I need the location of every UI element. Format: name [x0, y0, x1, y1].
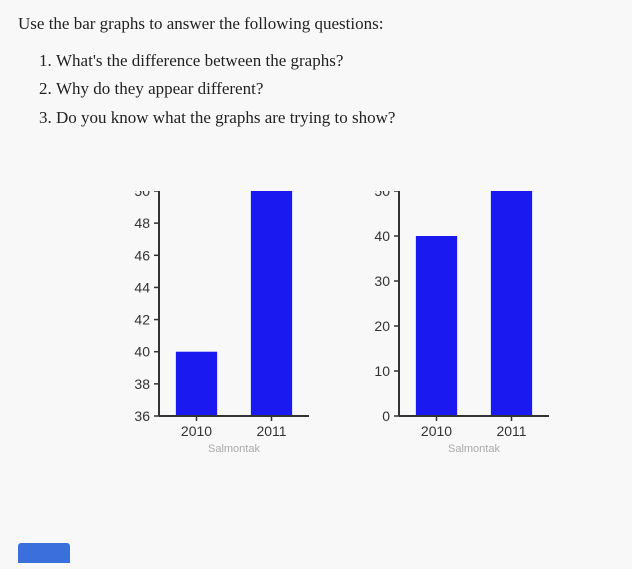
- y-tick-label: 10: [374, 363, 390, 379]
- y-tick-label: 48: [134, 215, 150, 231]
- x-tick-label: 2010: [421, 423, 452, 439]
- question-item: What's the difference between the graphs…: [56, 48, 614, 74]
- bar-chart-left: 36 38 40 42 44 46 48 50 2010 2011 Salmontak: [123, 191, 309, 458]
- bar: [416, 236, 457, 416]
- question-item: Why do they appear different?: [56, 76, 614, 102]
- y-tick-label: 40: [374, 228, 390, 244]
- x-tick-label: 2010: [181, 423, 212, 439]
- y-tick-label: 50: [134, 191, 150, 199]
- y-tick-label: 50: [374, 191, 390, 199]
- y-tick-label: 0: [382, 408, 390, 424]
- y-tick-label: 46: [134, 247, 150, 263]
- bar-chart-right: 0 10 20 30 40 50 2010 2011 Salmontak: [363, 191, 549, 458]
- question-item: Do you know what the graphs are trying t…: [56, 105, 614, 131]
- y-tick-label: 36: [134, 408, 150, 424]
- question-list: What's the difference between the graphs…: [56, 48, 614, 131]
- y-tick-label: 44: [134, 279, 150, 295]
- x-tick-label: 2011: [256, 423, 286, 439]
- bar: [491, 191, 532, 416]
- charts-container: 36 38 40 42 44 46 48 50 2010 2011 Salmontak 0 10 20 3…: [18, 191, 614, 458]
- y-tick-label: 38: [134, 376, 150, 392]
- y-tick-label: 20: [374, 318, 390, 334]
- chart-caption: Salmontak: [448, 443, 500, 455]
- y-tick-label: 40: [134, 344, 150, 360]
- bar: [251, 191, 292, 416]
- bar: [176, 352, 217, 416]
- y-tick-label: 42: [134, 312, 150, 328]
- x-tick-label: 2011: [496, 423, 526, 439]
- chart-caption: Salmontak: [208, 443, 260, 455]
- corner-button[interactable]: [18, 543, 70, 563]
- intro-text: Use the bar graphs to answer the followi…: [18, 14, 614, 34]
- y-tick-label: 30: [374, 273, 390, 289]
